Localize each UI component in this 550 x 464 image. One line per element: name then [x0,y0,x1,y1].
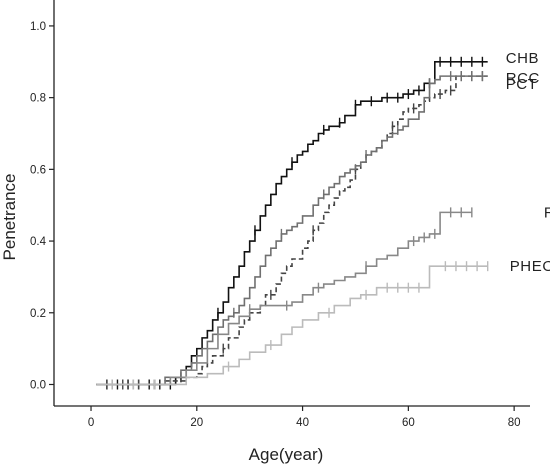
x-tick-label: 20 [190,417,203,429]
series-line-ra [96,211,472,386]
x-axis-ticks: 0 20 40 60 80 [88,406,521,429]
y-tick-label: 1.0 [30,21,46,33]
x-tick-label: 40 [296,417,309,429]
y-axis-ticks: 0.0 0.2 0.4 0.6 0.8 1.0 [30,21,54,391]
x-tick-label: 0 [88,417,94,429]
series-line-pct [96,75,488,386]
series-chb [96,56,488,390]
y-tick-label: 0.4 [30,236,47,248]
y-axis-title: Penetrance [0,174,19,261]
legend-label-pct: PCT [506,76,538,93]
series-layer [96,56,489,390]
legend-label-chb: CHB [506,50,539,67]
legend-label-ra: RA [544,204,550,221]
series-line-chb [96,60,488,386]
series-pct [96,71,488,390]
series-ra [96,207,473,390]
legend-label-rcc: RCC [506,70,540,87]
y-tick-label: 0.8 [30,93,46,105]
y-tick-label: 0.6 [30,164,46,176]
series-line-rcc [96,75,488,386]
y-tick-label: 0.2 [30,308,46,320]
x-axis-title: Age(year) [249,445,324,464]
x-tick-label: 80 [508,417,521,429]
series-pheo [96,261,489,390]
y-tick-label: 0.0 [30,379,46,391]
x-tick-label: 60 [402,417,415,429]
series-line-pheo [96,265,488,386]
legend-label-pheo: PHEO [510,258,550,275]
